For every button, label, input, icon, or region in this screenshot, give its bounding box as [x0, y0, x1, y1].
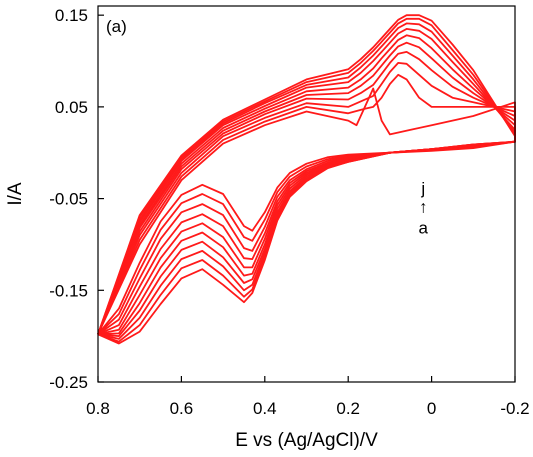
- y-tick-label-1: 0.05: [55, 98, 88, 117]
- x-tick-label-3: 0.2: [336, 399, 360, 418]
- y-tick-label-0: 0.15: [55, 6, 88, 25]
- x-axis: 0.8 0.6 0.4 0.2 0 -0.2: [86, 376, 530, 418]
- x-axis-title: E vs (Ag/AgCl)/V: [235, 430, 378, 451]
- y-tick-label-2: -0.05: [49, 190, 88, 209]
- cv-curve-7: [97, 28, 516, 337]
- plot-frame: [97, 5, 516, 383]
- x-tick-label-2: 0.4: [253, 399, 277, 418]
- annotation-label-a: a: [419, 218, 429, 237]
- panel-label: (a): [106, 17, 127, 36]
- y-tick-label-3: -0.15: [49, 281, 88, 300]
- up-arrow-icon: ↑: [419, 197, 428, 216]
- x-tick-label-5: -0.2: [500, 399, 529, 418]
- x-tick-label-1: 0.6: [170, 399, 194, 418]
- y-tick-label-4: -0.25: [49, 373, 88, 392]
- cv-curve-1: [97, 87, 516, 335]
- y-axis-title: I/A: [5, 182, 26, 206]
- annotation-label-j: j: [420, 179, 425, 198]
- y-axis: 0.15 0.05 -0.05 -0.15 -0.25: [49, 6, 104, 392]
- x-tick-label-4: 0: [427, 399, 436, 418]
- plot-area: [97, 14, 516, 345]
- x-tick-label-0: 0.8: [86, 399, 110, 418]
